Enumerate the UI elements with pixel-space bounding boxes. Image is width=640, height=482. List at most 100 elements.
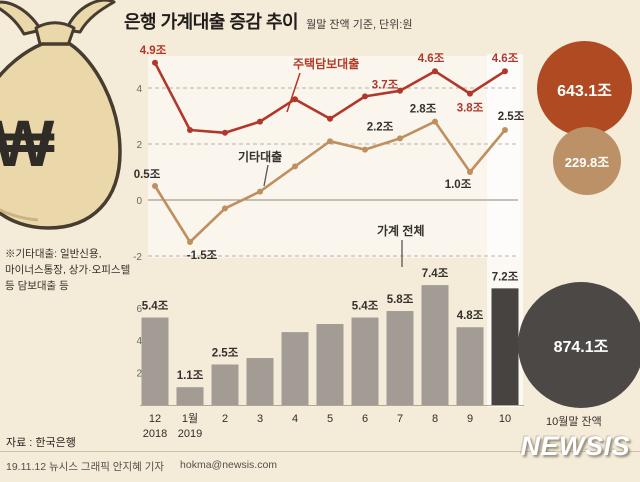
bar-label: 5.8조 [387,293,414,306]
data-point [432,118,438,125]
bar [316,324,344,405]
page-title: 은행 가계대출 증감 추이 [124,12,299,32]
data-point [187,127,193,133]
bar [176,387,204,405]
credit-email: hokma@newsis.com [180,459,278,471]
x-tick-label: 7 [397,413,403,425]
data-point [187,239,193,245]
credit-text: 19.11.12 뉴시스 그래픽 안지혜 기자 [6,461,165,473]
bar [246,358,274,405]
data-label: 4.6조 [492,52,519,65]
x-tick-label: 6 [362,413,368,425]
mortgage-leader-line [286,72,301,113]
bar-y-tick-label: 2 [136,369,142,380]
data-point [397,135,403,142]
data-point [292,163,298,170]
other-loans-balance-badge: 229.8조 [553,127,621,195]
x-tick-label: 10 [499,413,511,425]
data-label: 1.0조 [445,178,472,191]
bar-label: 7.4조 [422,267,449,280]
household-total-label: 가계 전체 [377,224,425,238]
total-balance-badge: 874.1조 [518,282,640,408]
data-label: 3.7조 [372,78,399,91]
source-note: 자료 : 한국은행 [6,437,76,449]
y-tick-label: 4 [136,84,142,95]
data-point [397,87,403,94]
footnote-line-2: 마이너스통장, 상가·오피스텔 [5,263,131,276]
data-point [222,205,228,212]
other-leader-line [263,164,269,187]
data-point [327,115,333,122]
y-tick-label: 2 [136,140,142,151]
page-subtitle: 월말 잔액 기준, 단위:원 [306,19,413,31]
money-bag-icon: ₩ [0,0,122,230]
x-tick-label: 1월 [182,412,198,425]
total-balance-value: 874.1조 [553,339,609,356]
data-point [152,59,158,66]
data-label: 2.2조 [367,120,394,133]
data-point [432,68,438,75]
data-point [292,96,298,103]
data-point [362,146,368,153]
header: 은행 가계대출 증감 추이 월말 잔액 기준, 단위:원 [124,8,412,34]
mortgage-series-label: 주택담보대출 [293,57,360,71]
data-label: 4.6조 [418,52,445,65]
data-point [502,127,508,133]
x-tick-label: 2 [222,413,228,425]
other-loans-balance-value: 229.8조 [564,154,610,170]
x-tick-label: 3 [257,413,263,425]
bar [141,317,169,405]
bag-tie-left [0,0,43,36]
bar [211,364,239,405]
bag-body [0,42,122,230]
footnote-line-1: ※기타대출: 일반신용, [5,248,102,260]
bar-label: 5.4조 [352,300,379,313]
data-point [257,118,263,125]
bar [351,317,379,405]
bar-label: 4.8조 [457,309,484,322]
bar [421,285,449,405]
y-tick-label: -2 [133,252,142,263]
data-label: -1.5조 [187,249,218,262]
bar [456,327,484,405]
data-point [327,138,333,145]
bar-label: 2.5조 [212,347,239,360]
bar-label: 5.4조 [142,300,169,313]
other-loans-series-label: 기타대출 [238,150,283,164]
bar-y-tick-label: 4 [136,336,142,347]
data-label: 4.9조 [140,44,167,57]
x-tick-label: 12 [149,413,161,425]
footer-divider [0,451,640,452]
bar-label: 1.1조 [177,369,204,382]
balance-caption: 10월말 잔액 [546,416,602,428]
mortgage-balance-value: 643.1조 [557,82,612,100]
data-label: 2.5조 [498,110,525,123]
newsis-logo: NEWSIS [520,431,630,461]
bar [281,332,309,405]
x-tick-label: 4 [292,413,298,425]
x-tick-label: 9 [467,413,473,425]
y-tick-label: 0 [136,196,142,207]
x-year-label: 2019 [178,428,202,440]
x-tick-label: 8 [432,413,438,425]
data-label: 2.8조 [410,103,437,116]
data-point [467,169,473,175]
data-point [362,93,368,100]
bar-label: 7.2조 [492,270,519,283]
x-year-label: 2018 [143,428,167,440]
data-point [222,129,228,136]
bag-fold-line [0,208,39,222]
data-point [467,90,473,97]
won-symbol: ₩ [0,106,55,180]
data-point [257,188,263,195]
x-tick-label: 5 [327,413,333,425]
mortgage-balance-badge: 643.1조 [537,41,632,136]
data-label: 3.8조 [457,102,484,115]
footnote-line-3: 등 담보대출 등 [5,279,69,292]
footnote: ※기타대출: 일반신용, 마이너스통장, 상가·오피스텔 등 담보대출 등 [5,247,163,294]
data-label: 0.5조 [134,168,161,181]
bag-tie-right [64,0,116,34]
bar-highlighted [491,288,519,405]
